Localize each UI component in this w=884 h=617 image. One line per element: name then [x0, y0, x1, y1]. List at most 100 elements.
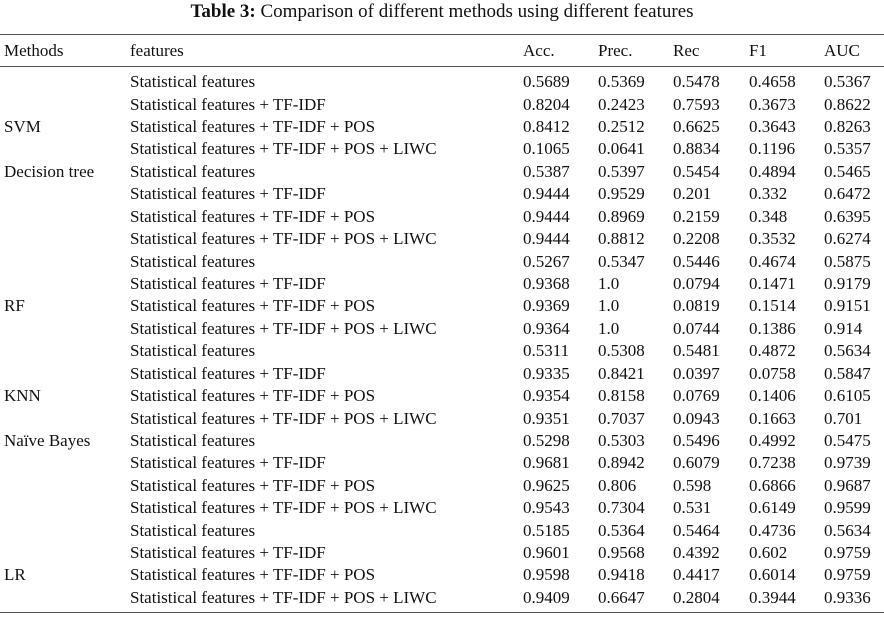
f1-cell: 0.602 [749, 543, 788, 563]
rec-cell: 0.6625 [673, 117, 720, 137]
f1-cell: 0.6014 [749, 565, 796, 585]
rec-cell: 0.7593 [673, 94, 720, 114]
features-cell: Statistical features + TF-IDF + POS [130, 117, 376, 137]
f1-cell: 0.4992 [749, 430, 796, 450]
method-cell: Naïve Bayes [4, 430, 91, 450]
features-cell: Statistical features + TF-IDF + POS + LI… [130, 408, 437, 428]
auc-cell: 0.9759 [824, 543, 871, 563]
prec-cell: 0.0641 [598, 139, 645, 159]
features-cell: Statistical features + TF-IDF [130, 274, 326, 293]
features-cell: Statistical features + TF-IDF + POS + LI… [130, 229, 437, 249]
auc-cell: 0.9179 [824, 274, 871, 293]
auc-cell: 0.9759 [824, 565, 871, 585]
auc-cell: 0.5367 [824, 72, 871, 92]
method-cell: LR [4, 565, 26, 585]
auc-cell: 0.9739 [824, 453, 871, 473]
acc-cell: 0.5298 [523, 430, 570, 450]
method-cell [0, 273, 130, 295]
rec-cell: 0.2804 [673, 587, 720, 607]
features-cell: Statistical features [130, 341, 256, 361]
table-caption: Table 3: Comparison of different methods… [0, 1, 884, 23]
table-row: LR Statistical features + TF-IDF + POS 0.9… [0, 564, 884, 586]
auc-cell: 0.8622 [824, 94, 871, 114]
f1-cell: 0.4894 [749, 161, 796, 181]
table-row: Statistical features 0.5267 0.5347 0.5446 0.… [0, 250, 884, 272]
header-rule [0, 66, 884, 67]
table-row: Statistical features + TF-IDF + POS + LI… [0, 407, 884, 429]
prec-cell: 0.5369 [598, 72, 645, 92]
f1-cell: 0.1663 [749, 408, 796, 428]
table-row: Statistical features 0.5311 0.5308 0.5481 0.… [0, 340, 884, 362]
rec-cell: 0.0794 [673, 274, 720, 293]
features-cell: Statistical features + TF-IDF + POS + LI… [130, 139, 437, 159]
top-rule [0, 34, 884, 35]
rec-cell: 0.5478 [673, 72, 720, 92]
f1-cell: 0.4736 [749, 520, 796, 540]
f1-cell: 0.1196 [749, 139, 796, 159]
prec-cell: 0.8158 [598, 386, 645, 406]
table-row: Decision tree Statistical features 0.5387 0… [0, 161, 884, 183]
auc-cell: 0.701 [824, 408, 863, 428]
prec-cell: 0.7304 [598, 498, 645, 518]
col-header-features: features [130, 41, 184, 60]
table-row: Statistical features 0.5185 0.5364 0.5464 0.… [0, 519, 884, 541]
table-caption-text: Comparison of different methods using di… [260, 1, 694, 22]
results-table: Methods features Acc. Prec. Rec F1 AUC S… [0, 37, 884, 609]
prec-cell: 1.0 [598, 296, 620, 316]
auc-cell: 0.9599 [824, 498, 871, 518]
acc-cell: 0.9364 [523, 318, 570, 338]
rec-cell: 0.531 [673, 498, 712, 518]
method-cell [0, 497, 130, 519]
col-header-prec: Prec. [598, 41, 633, 60]
auc-cell: 0.6395 [824, 206, 871, 226]
table-row: Statistical features + TF-IDF + POS + LI… [0, 138, 884, 160]
table-row: Statistical features + TF-IDF + POS + LI… [0, 497, 884, 519]
rec-cell: 0.0819 [673, 296, 720, 316]
auc-cell: 0.9336 [824, 587, 871, 607]
features-cell: Statistical features + TF-IDF [130, 543, 326, 563]
acc-cell: 0.9601 [523, 543, 570, 563]
auc-cell: 0.5465 [824, 161, 871, 181]
acc-cell: 0.9444 [523, 184, 570, 204]
method-cell [0, 587, 130, 609]
rec-cell: 0.201 [673, 184, 712, 204]
prec-cell: 0.5397 [598, 161, 645, 181]
table-row: Statistical features + TF-IDF 0.9368 1.0 0.… [0, 273, 884, 295]
col-header-acc: Acc. [523, 41, 555, 60]
acc-cell: 0.5267 [523, 251, 570, 271]
acc-cell: 0.1065 [523, 139, 570, 159]
features-cell: Statistical features + TF-IDF [130, 184, 326, 204]
rec-cell: 0.0769 [673, 386, 720, 406]
method-cell [0, 228, 130, 250]
f1-cell: 0.1514 [749, 296, 796, 316]
acc-cell: 0.8412 [523, 117, 570, 137]
prec-cell: 0.9529 [598, 184, 645, 204]
table-row: Statistical features + TF-IDF 0.9335 0.842… [0, 362, 884, 384]
table-row: RF Statistical features + TF-IDF + POS 0.9… [0, 295, 884, 317]
acc-cell: 0.9351 [523, 408, 570, 428]
features-cell: Statistical features [130, 520, 256, 540]
bottom-rule [0, 612, 884, 613]
rec-cell: 0.5464 [673, 520, 720, 540]
acc-cell: 0.5311 [523, 341, 570, 361]
table-row: Statistical features + TF-IDF 0.8204 0.242… [0, 93, 884, 115]
acc-cell: 0.8204 [523, 94, 570, 114]
prec-cell: 0.5364 [598, 520, 645, 540]
acc-cell: 0.9681 [523, 453, 570, 473]
col-header-methods: Methods [4, 41, 64, 60]
auc-cell: 0.5634 [824, 341, 871, 361]
method-cell [0, 452, 130, 474]
f1-cell: 0.348 [749, 206, 788, 226]
method-cell [0, 250, 130, 272]
features-cell: Statistical features [130, 72, 256, 92]
prec-cell: 1.0 [598, 274, 620, 293]
f1-cell: 0.6866 [749, 475, 796, 495]
method-cell: RF [4, 296, 25, 316]
acc-cell: 0.9368 [523, 274, 570, 293]
table-row: Statistical features 0.5689 0.5369 0.5478 0.… [0, 71, 884, 93]
rec-cell: 0.0744 [673, 318, 720, 338]
prec-cell: 0.2512 [598, 117, 645, 137]
auc-cell: 0.914 [824, 318, 863, 338]
prec-cell: 0.5303 [598, 430, 645, 450]
method-cell [0, 519, 130, 541]
